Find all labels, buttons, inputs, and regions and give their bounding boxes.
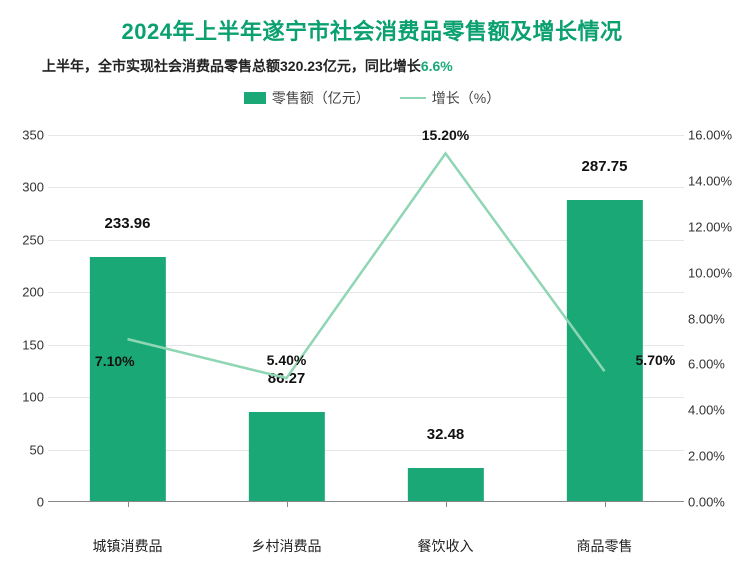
y-left-tick: 250 xyxy=(6,232,44,247)
plot-area: 050100150200250300350 0.00%2.00%4.00%6.0… xyxy=(48,135,684,502)
line-value-label: 7.10% xyxy=(95,353,135,369)
chart-subtitle: 上半年，全市实现社会消费品零售总额320.23亿元，同比增长6.6% xyxy=(0,46,744,76)
y-right-tick: 6.00% xyxy=(688,357,742,372)
y-right-tick: 16.00% xyxy=(688,128,742,143)
chart-area: 050100150200250300350 0.00%2.00%4.00%6.0… xyxy=(48,135,684,532)
x-tick xyxy=(446,502,447,507)
y-right-tick: 0.00% xyxy=(688,495,742,510)
line-swatch-icon xyxy=(400,97,426,99)
x-tick xyxy=(128,502,129,507)
x-tick xyxy=(287,502,288,507)
subtitle-prefix: 上半年，全市实现社会消费品零售总额320.23亿元，同比增长 xyxy=(42,58,421,74)
y-left-tick: 100 xyxy=(6,390,44,405)
x-axis-label: 城镇消费品 xyxy=(48,536,207,558)
x-axis-labels: 城镇消费品乡村消费品餐饮收入商品零售 xyxy=(48,536,684,558)
line-value-label: 15.20% xyxy=(422,127,469,143)
line-layer xyxy=(48,135,684,502)
y-right-tick: 14.00% xyxy=(688,173,742,188)
y-left-tick: 200 xyxy=(6,285,44,300)
y-right-tick: 12.00% xyxy=(688,219,742,234)
legend-line-label: 增长（%） xyxy=(432,88,500,108)
chart-title: 2024年上半年遂宁市社会消费品零售额及增长情况 xyxy=(0,0,744,46)
legend-item-line: 增长（%） xyxy=(400,88,500,108)
subtitle-highlight: 6.6% xyxy=(421,58,453,74)
y-axis-right: 0.00%2.00%4.00%6.00%8.00%10.00%12.00%14.… xyxy=(688,135,742,502)
y-left-tick: 50 xyxy=(6,442,44,457)
y-axis-left: 050100150200250300350 xyxy=(6,135,44,502)
x-axis-label: 餐饮收入 xyxy=(366,536,525,558)
legend-item-bar: 零售额（亿元） xyxy=(244,88,370,108)
y-right-tick: 8.00% xyxy=(688,311,742,326)
x-axis-baseline xyxy=(48,501,684,502)
line-value-label: 5.70% xyxy=(636,352,676,368)
legend-bar-label: 零售额（亿元） xyxy=(272,88,370,108)
line-value-label: 5.40% xyxy=(267,352,307,368)
y-left-tick: 150 xyxy=(6,337,44,352)
x-axis-label: 乡村消费品 xyxy=(207,536,366,558)
y-right-tick: 4.00% xyxy=(688,403,742,418)
y-right-tick: 10.00% xyxy=(688,265,742,280)
y-left-tick: 350 xyxy=(6,128,44,143)
y-right-tick: 2.00% xyxy=(688,449,742,464)
growth-line xyxy=(128,153,605,378)
x-axis-label: 商品零售 xyxy=(525,536,684,558)
y-left-tick: 0 xyxy=(6,495,44,510)
bar-swatch-icon xyxy=(244,92,266,104)
legend: 零售额（亿元） 增长（%） xyxy=(0,76,744,114)
x-tick xyxy=(605,502,606,507)
y-left-tick: 300 xyxy=(6,180,44,195)
